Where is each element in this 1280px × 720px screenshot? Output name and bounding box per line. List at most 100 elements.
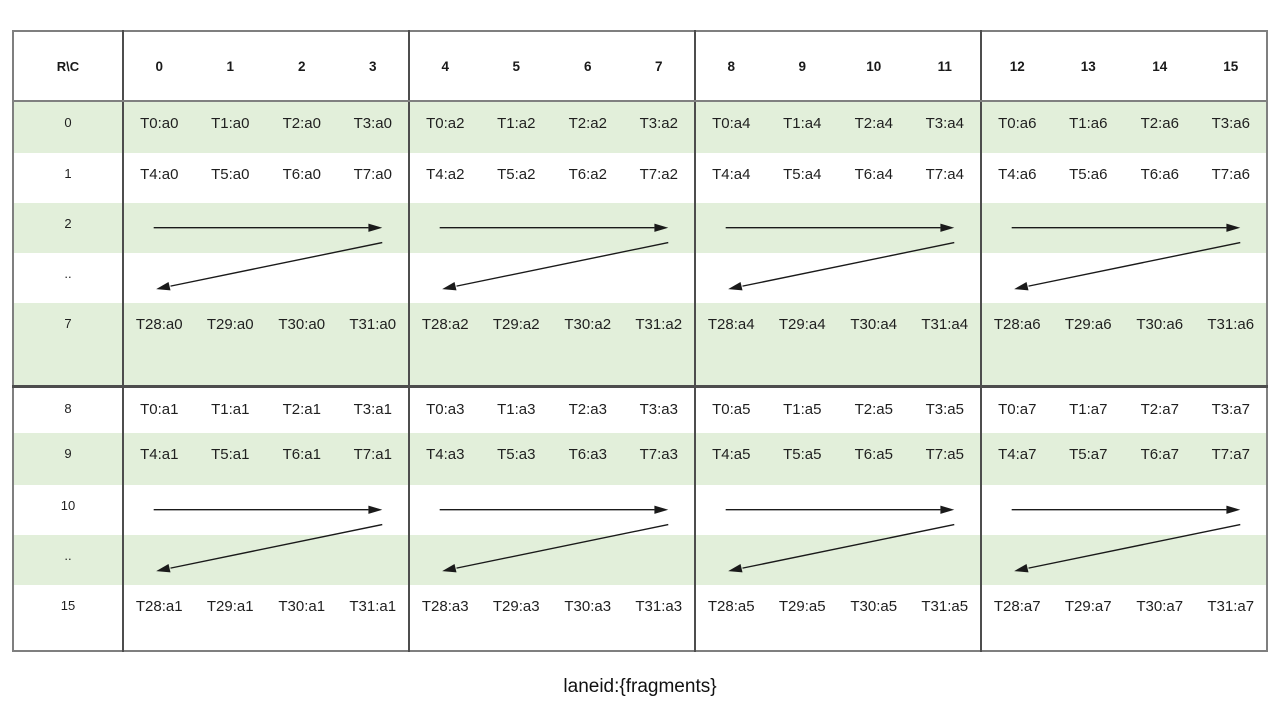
fragment-cell: T28:a5 bbox=[694, 585, 767, 651]
column-header: 6 bbox=[552, 31, 624, 102]
fragment-cell: T4:a7 bbox=[980, 433, 1053, 485]
snake-iteration-arrows bbox=[725, 505, 955, 573]
column-header: 12 bbox=[980, 31, 1053, 102]
table-row: 0 T0:a0 T1:a0 T2:a0 T3:a0 T0:a2 T1:a2 T2:a2 T3:a… bbox=[13, 101, 1267, 153]
forward-arrow-head bbox=[654, 223, 669, 232]
fragment-cell: T3:a6 bbox=[1195, 101, 1267, 153]
fragment-cell: T0:a4 bbox=[694, 101, 767, 153]
fragment-cell: T5:a4 bbox=[766, 153, 838, 203]
fragment-cell: T0:a5 bbox=[694, 384, 767, 433]
fragment-cell: T1:a3 bbox=[480, 384, 552, 433]
figure-container: R\C 0 1 2 3 4 5 6 7 8 9 10 11 12 13 14 15 0 T0:a0 T1:a0 T2:… bbox=[12, 30, 1268, 697]
fragment-cell: T30:a5 bbox=[838, 585, 910, 651]
table-header: R\C 0 1 2 3 4 5 6 7 8 9 10 11 12 13 14 15 bbox=[13, 31, 1267, 102]
figure-caption: laneid:{fragments} bbox=[563, 676, 717, 697]
table-body: 0 T0:a0 T1:a0 T2:a0 T3:a0 T0:a2 T1:a2 T2:a2 T3:a… bbox=[13, 101, 1267, 651]
row-label: 8 bbox=[13, 384, 124, 433]
fragment-cell: T4:a5 bbox=[694, 433, 767, 485]
fragment-cell: T0:a2 bbox=[408, 101, 481, 153]
fragment-cell: T4:a0 bbox=[122, 153, 195, 203]
fragment-cell: T0:a7 bbox=[980, 384, 1053, 433]
fragment-cell: T6:a0 bbox=[266, 153, 338, 203]
row-label: 10 bbox=[13, 485, 124, 535]
fragment-cell: T4:a6 bbox=[980, 153, 1053, 203]
fragment-cell: T28:a6 bbox=[980, 303, 1053, 386]
fragment-cell: T29:a7 bbox=[1052, 585, 1124, 651]
fragment-cell: T3:a7 bbox=[1195, 384, 1267, 433]
fragment-cell: T6:a1 bbox=[266, 433, 338, 485]
fragment-cell: T3:a5 bbox=[909, 384, 981, 433]
return-arrow-head bbox=[156, 281, 171, 291]
column-header: 15 bbox=[1195, 31, 1267, 102]
row-label: 0 bbox=[13, 101, 124, 153]
fragment-cell: T2:a6 bbox=[1124, 101, 1196, 153]
forward-arrow-head bbox=[368, 505, 383, 514]
row-label: .. bbox=[13, 253, 124, 303]
fragment-cell: T5:a6 bbox=[1052, 153, 1124, 203]
fragment-cell: T0:a6 bbox=[980, 101, 1053, 153]
table-row: 15 T28:a1 T29:a1 T30:a1 T31:a1 T28:a3 T29:a3 T3… bbox=[13, 585, 1267, 651]
fragment-cell: T0:a1 bbox=[122, 384, 195, 433]
fragment-cell: T1:a0 bbox=[194, 101, 266, 153]
arrow-cell bbox=[408, 203, 695, 303]
arrow-cell bbox=[694, 203, 981, 303]
lane-fragment-table: R\C 0 1 2 3 4 5 6 7 8 9 10 11 12 13 14 15 0 T0:a0 T1:a0 T2:… bbox=[12, 30, 1268, 652]
fragment-cell: T5:a7 bbox=[1052, 433, 1124, 485]
fragment-cell: T6:a6 bbox=[1124, 153, 1196, 203]
fragment-cell: T4:a3 bbox=[408, 433, 481, 485]
fragment-cell: T2:a0 bbox=[266, 101, 338, 153]
fragment-cell: T29:a4 bbox=[766, 303, 838, 386]
table-row: 1 T4:a0 T5:a0 T6:a0 T7:a0 T4:a2 T5:a2 T6:a2 T7:a… bbox=[13, 153, 1267, 203]
fragment-cell: T31:a4 bbox=[909, 303, 981, 386]
fragment-cell: T30:a1 bbox=[266, 585, 338, 651]
table-row: .. bbox=[13, 535, 1267, 585]
fragment-cell: T6:a2 bbox=[552, 153, 624, 203]
fragment-cell: T1:a6 bbox=[1052, 101, 1124, 153]
column-header: 3 bbox=[337, 31, 409, 102]
return-arrow-head bbox=[442, 281, 457, 291]
column-header: 5 bbox=[480, 31, 552, 102]
arrow-cell bbox=[694, 485, 981, 585]
fragment-cell: T3:a0 bbox=[337, 101, 409, 153]
fragment-cell: T3:a3 bbox=[623, 384, 695, 433]
return-arrow-head bbox=[156, 563, 171, 573]
fragment-cell: T4:a2 bbox=[408, 153, 481, 203]
fragment-cell: T31:a2 bbox=[623, 303, 695, 386]
snake-iteration-arrows bbox=[725, 223, 955, 291]
fragment-cell: T2:a5 bbox=[838, 384, 910, 433]
fragment-cell: T7:a0 bbox=[337, 153, 409, 203]
table-row: 2 bbox=[13, 203, 1267, 303]
fragment-cell: T31:a7 bbox=[1195, 585, 1267, 651]
fragment-cell: T29:a6 bbox=[1052, 303, 1124, 386]
fragment-cell: T31:a0 bbox=[337, 303, 409, 386]
arrow-cell bbox=[408, 485, 695, 585]
column-header: 4 bbox=[408, 31, 481, 102]
snake-iteration-arrows bbox=[439, 505, 669, 573]
fragment-cell: T1:a5 bbox=[766, 384, 838, 433]
arrow-cell bbox=[980, 203, 1267, 303]
fragment-cell: T1:a7 bbox=[1052, 384, 1124, 433]
forward-arrow-head bbox=[1226, 223, 1241, 232]
row-label: 7 bbox=[13, 303, 124, 386]
fragment-cell: T2:a2 bbox=[552, 101, 624, 153]
forward-arrow-head bbox=[940, 223, 955, 232]
fragment-cell: T7:a3 bbox=[623, 433, 695, 485]
fragment-cell: T0:a0 bbox=[122, 101, 195, 153]
column-header: 0 bbox=[122, 31, 195, 102]
fragment-cell: T7:a1 bbox=[337, 433, 409, 485]
fragment-cell: T7:a2 bbox=[623, 153, 695, 203]
fragment-cell: T31:a1 bbox=[337, 585, 409, 651]
fragment-cell: T0:a3 bbox=[408, 384, 481, 433]
fragment-cell: T6:a5 bbox=[838, 433, 910, 485]
arrow-cell bbox=[122, 485, 409, 585]
fragment-cell: T5:a1 bbox=[194, 433, 266, 485]
arrow-cell bbox=[122, 203, 409, 303]
row-label: 1 bbox=[13, 153, 124, 203]
fragment-cell: T30:a0 bbox=[266, 303, 338, 386]
fragment-cell: T30:a6 bbox=[1124, 303, 1196, 386]
fragment-cell: T29:a5 bbox=[766, 585, 838, 651]
fragment-cell: T28:a7 bbox=[980, 585, 1053, 651]
return-arrow-shaft bbox=[1028, 241, 1241, 287]
fragment-cell: T4:a4 bbox=[694, 153, 767, 203]
fragment-cell: T6:a4 bbox=[838, 153, 910, 203]
